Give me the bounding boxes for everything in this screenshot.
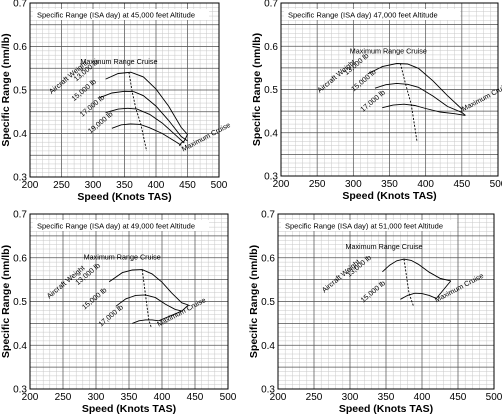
- y-axis-title: Specific Range (nm/lb): [0, 33, 12, 146]
- y-tick-label: 0.7: [13, 210, 27, 221]
- y-axis-title: Specific Range (nm/lb): [251, 33, 263, 146]
- x-axis-title: Speed (Knots TAS): [342, 190, 436, 202]
- series-line-3: [382, 103, 466, 116]
- y-tick-label: 0.5: [264, 85, 278, 96]
- series-line-1: [108, 269, 189, 306]
- plot-frame: [29, 213, 229, 390]
- chart-panel-1: 200 250 300 350 400 450 500 0.3 0.4 0.5 0.6 0.7 Spee…: [0, 0, 232, 203]
- max-cruise-line: [178, 134, 188, 146]
- series-line-2: [374, 82, 462, 113]
- x-tick-label: 300: [345, 179, 362, 190]
- chart-title-background: [33, 220, 209, 231]
- chart-title: Specific Range (ISA day) at 49,000 feet …: [37, 222, 195, 231]
- chart-title-background: [281, 220, 457, 231]
- x-axis-title: Speed (Knots TAS): [77, 191, 171, 203]
- x-tick-label: 400: [148, 180, 165, 191]
- chart-title: Specific Range (ISA day) at 45,000 feet …: [37, 11, 195, 20]
- chart-panel-3: 200 250 300 350 400 450 500 0.3 0.4 0.5 0.6 0.7 Spee…: [0, 210, 237, 416]
- max-range-cruise-label: Maximum Range Cruise: [80, 57, 157, 66]
- chart-panel-4: 200 250 300 350 400 450 500 0.3 0.4 0.5 0.6 0.7 Spee…: [248, 210, 502, 416]
- x-tick-label: 250: [53, 180, 70, 191]
- y-tick-label: 0.3: [13, 385, 27, 396]
- x-tick-label: 400: [154, 392, 171, 403]
- series-line-3: [132, 319, 159, 324]
- x-tick-label: 500: [486, 392, 502, 403]
- x-tick-label: 350: [378, 392, 395, 403]
- y-tick-label: 0.4: [13, 341, 27, 352]
- max-range-cruise-line: [128, 72, 148, 151]
- plot-frame: [29, 2, 220, 178]
- y-tick-label: 0.7: [13, 0, 27, 10]
- x-tick-label: 350: [121, 392, 138, 403]
- series-line-4: [111, 123, 182, 146]
- y-tick-label: 0.5: [13, 297, 27, 308]
- x-tick-label: 300: [85, 180, 102, 191]
- y-tick-label: 0.7: [261, 210, 275, 221]
- x-tick-label: 300: [88, 392, 105, 403]
- x-tick-label: 200: [273, 179, 290, 190]
- x-axis-title: Speed (Knots TAS): [82, 403, 176, 415]
- x-axis-title: Speed (Knots TAS): [339, 403, 433, 415]
- y-tick-label: 0.6: [13, 253, 27, 264]
- x-tick-label: 450: [179, 180, 196, 191]
- max-range-cruise-label: Maximum Range Cruise: [84, 253, 161, 262]
- x-tick-label: 200: [22, 392, 39, 403]
- series-line-2: [400, 292, 437, 300]
- series-line-2: [99, 90, 188, 142]
- y-tick-label: 0.5: [261, 297, 275, 308]
- x-tick-label: 400: [417, 179, 434, 190]
- max-cruise-line: [461, 109, 466, 116]
- series-line-1: [367, 63, 463, 110]
- x-tick-label: 500: [490, 179, 502, 190]
- y-tick-label: 0.4: [261, 341, 275, 352]
- y-axis-title: Specific Range (nm/lb): [248, 245, 260, 358]
- max-range-cruise-label: Maximum Range Cruise: [345, 242, 422, 251]
- max-range-cruise-label: Maximum Range Cruise: [350, 47, 427, 56]
- max-cruise-line: [158, 304, 189, 322]
- x-tick-label: 200: [22, 180, 39, 191]
- x-tick-label: 500: [220, 392, 237, 403]
- x-tick-label: 300: [342, 392, 359, 403]
- y-tick-label: 0.4: [264, 128, 278, 139]
- x-tick-label: 450: [450, 392, 467, 403]
- max-cruise-line: [436, 280, 452, 299]
- x-tick-label: 500: [211, 180, 228, 191]
- x-tick-label: 250: [55, 392, 72, 403]
- y-tick-label: 0.3: [261, 385, 275, 396]
- y-axis-title: Specific Range (nm/lb): [0, 245, 12, 358]
- x-tick-label: 400: [414, 392, 431, 403]
- max-range-cruise-line: [399, 63, 418, 142]
- y-tick-label: 0.4: [13, 129, 27, 140]
- y-tick-label: 0.6: [13, 42, 27, 53]
- y-tick-label: 0.6: [264, 42, 278, 53]
- series-line-3: [105, 107, 185, 144]
- y-tick-label: 0.5: [13, 86, 27, 97]
- series-line-1: [105, 71, 188, 135]
- y-tick-label: 0.3: [264, 172, 278, 183]
- chart-title: Specific Range (ISA day) 47,000 feet Alt…: [288, 11, 438, 20]
- x-tick-label: 450: [187, 392, 204, 403]
- x-tick-label: 350: [381, 179, 398, 190]
- y-tick-label: 0.7: [264, 0, 278, 10]
- y-tick-label: 0.6: [261, 253, 275, 264]
- x-tick-label: 350: [116, 180, 133, 191]
- chart-panel-2: 200 250 300 350 400 450 500 0.3 0.4 0.5 0.6 0.7 Spee…: [251, 0, 502, 202]
- chart-title-background: [33, 9, 209, 20]
- x-tick-label: 250: [306, 392, 323, 403]
- chart-title: Specific Range (ISA day) at 51,000 feet …: [285, 222, 443, 231]
- x-tick-label: 450: [453, 179, 470, 190]
- chart-title-background: [284, 9, 460, 20]
- plot-frame: [277, 213, 495, 390]
- y-tick-label: 0.3: [13, 173, 27, 184]
- x-tick-label: 200: [270, 392, 287, 403]
- series-line-1: [382, 258, 451, 282]
- x-tick-label: 250: [309, 179, 326, 190]
- max-range-cruise-line: [403, 259, 414, 307]
- series-line-2: [115, 294, 182, 312]
- plot-frame: [280, 2, 499, 177]
